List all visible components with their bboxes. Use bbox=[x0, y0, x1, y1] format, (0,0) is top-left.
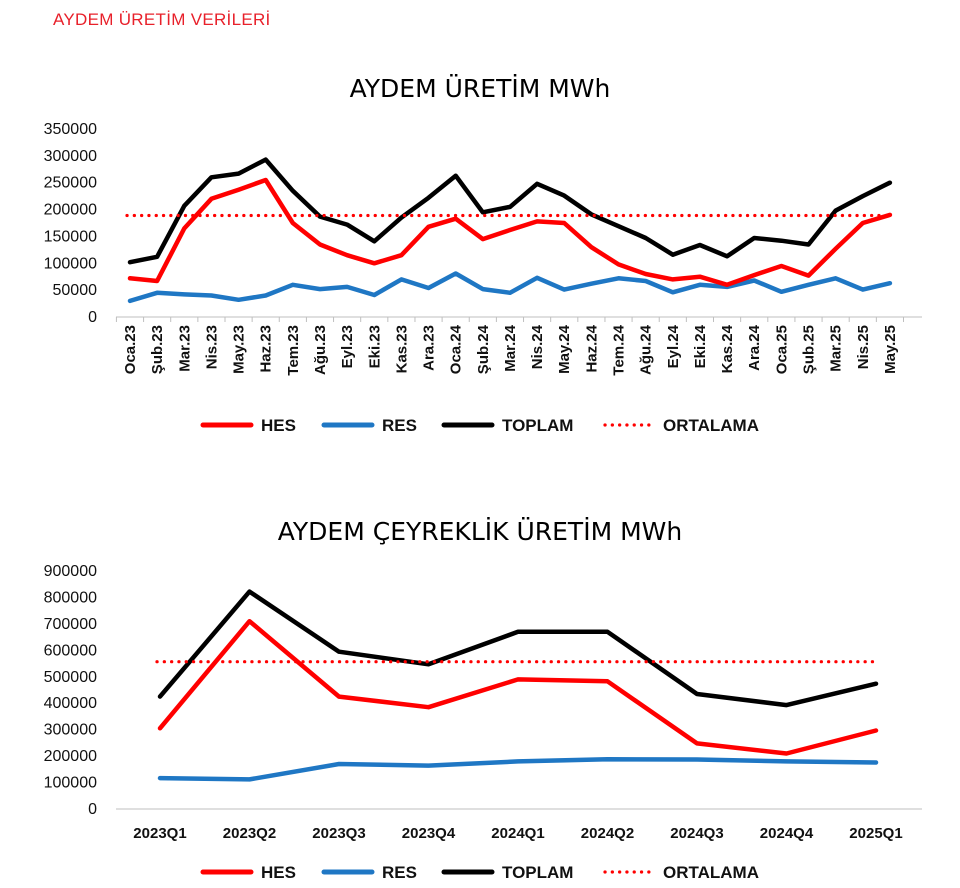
x-tick-label: Haz.24 bbox=[583, 324, 600, 372]
y-tick-label: 600000 bbox=[44, 642, 97, 659]
x-tick-label: May.23 bbox=[231, 325, 248, 374]
y-tick-label: 150000 bbox=[44, 228, 97, 245]
legend-label-hes: HES bbox=[261, 416, 296, 435]
x-tick-label: Tem.24 bbox=[611, 324, 628, 375]
x-tick-label: Oca.24 bbox=[448, 324, 465, 374]
x-tick-label: Ağu.23 bbox=[312, 325, 329, 375]
x-tick-label: Şub.24 bbox=[475, 324, 492, 374]
legend-label-ortalama: ORTALAMA bbox=[663, 416, 759, 435]
x-tick-label: 2024Q3 bbox=[670, 825, 723, 842]
x-tick-label: Tem.23 bbox=[285, 325, 302, 376]
monthly-production-chart: AYDEM ÜRETİM MWh 350000 300000 250000 200000… bbox=[44, 74, 922, 435]
x-tick-label: 2023Q1 bbox=[133, 825, 186, 842]
x-tick-label: Mar.24 bbox=[502, 324, 519, 371]
x-tick-label: Haz.23 bbox=[258, 325, 275, 373]
y-tick-label: 100000 bbox=[44, 775, 97, 792]
x-tick-label: May.24 bbox=[556, 324, 573, 374]
legend-label-ortalama: ORTALAMA bbox=[663, 863, 759, 882]
chart-title: AYDEM ÇEYREKLİK ÜRETİM MWh bbox=[278, 517, 682, 546]
y-tick-label: 900000 bbox=[44, 563, 97, 580]
series-line-toplam bbox=[157, 589, 879, 708]
y-tick-label: 500000 bbox=[44, 669, 97, 686]
series-line-res bbox=[157, 757, 879, 782]
x-tick-label: 2024Q1 bbox=[491, 825, 544, 842]
series-line-res bbox=[127, 271, 893, 304]
x-tick-label: 2023Q4 bbox=[402, 825, 456, 842]
x-tick-label: 2024Q2 bbox=[581, 825, 634, 842]
legend-label-res: RES bbox=[382, 863, 417, 882]
page-header: AYDEM ÜRETİM VERİLERİ bbox=[53, 10, 271, 29]
x-tick-label: Eyl.23 bbox=[339, 325, 356, 368]
y-tick-label: 0 bbox=[88, 801, 97, 818]
x-tick-label: Ara.24 bbox=[746, 324, 763, 371]
x-tick-label: Nis.25 bbox=[855, 325, 872, 369]
series-line-hes bbox=[127, 177, 893, 288]
x-tick-label: Şub.23 bbox=[149, 325, 166, 374]
y-tick-label: 200000 bbox=[44, 748, 97, 765]
x-tick-label: Oca.23 bbox=[122, 325, 139, 374]
y-tick-label: 250000 bbox=[44, 175, 97, 192]
x-tick-label: 2024Q4 bbox=[760, 825, 814, 842]
y-tick-label: 300000 bbox=[44, 148, 97, 165]
x-tick-label: 2023Q3 bbox=[312, 825, 365, 842]
legend-label-hes: HES bbox=[261, 863, 296, 882]
x-tick-label: 2025Q1 bbox=[849, 825, 902, 842]
legend-label-toplam: TOPLAM bbox=[502, 863, 573, 882]
x-tick-label: Oca.25 bbox=[773, 325, 790, 374]
y-tick-label: 700000 bbox=[44, 616, 97, 633]
x-tick-label: Ara.23 bbox=[421, 325, 438, 371]
x-tick-label: May.25 bbox=[882, 325, 899, 374]
series-line-hes bbox=[157, 618, 879, 756]
y-tick-label: 50000 bbox=[53, 282, 98, 299]
x-tick-label: Kas.23 bbox=[393, 325, 410, 373]
y-tick-label: 300000 bbox=[44, 722, 97, 739]
quarterly-production-chart: AYDEM ÇEYREKLİK ÜRETİM MWh 900000 800000 70… bbox=[44, 517, 922, 882]
x-tick-label: Eki.24 bbox=[692, 324, 709, 368]
x-tick-label: Nis.23 bbox=[203, 325, 220, 369]
x-tick-label: Kas.24 bbox=[719, 324, 736, 373]
x-tick-label: Ağu.24 bbox=[638, 324, 655, 375]
x-tick-label: Eki.23 bbox=[366, 325, 383, 368]
series-line-toplam bbox=[127, 157, 893, 265]
y-tick-label: 100000 bbox=[44, 255, 97, 272]
x-tick-label: Mar.23 bbox=[176, 325, 193, 372]
x-tick-label: 2023Q2 bbox=[223, 825, 276, 842]
y-tick-label: 350000 bbox=[44, 121, 97, 138]
x-tick-label: Nis.24 bbox=[529, 324, 546, 369]
x-tick-label: Mar.25 bbox=[828, 325, 845, 372]
y-tick-label: 400000 bbox=[44, 695, 97, 712]
y-tick-label: 200000 bbox=[44, 202, 97, 219]
legend-label-toplam: TOPLAM bbox=[502, 416, 573, 435]
chart-title: AYDEM ÜRETİM MWh bbox=[350, 74, 611, 103]
x-tick-label: Şub.25 bbox=[801, 325, 818, 374]
legend-label-res: RES bbox=[382, 416, 417, 435]
x-tick-label: Eyl.24 bbox=[665, 324, 682, 368]
y-tick-label: 0 bbox=[88, 309, 97, 326]
y-tick-label: 800000 bbox=[44, 589, 97, 606]
